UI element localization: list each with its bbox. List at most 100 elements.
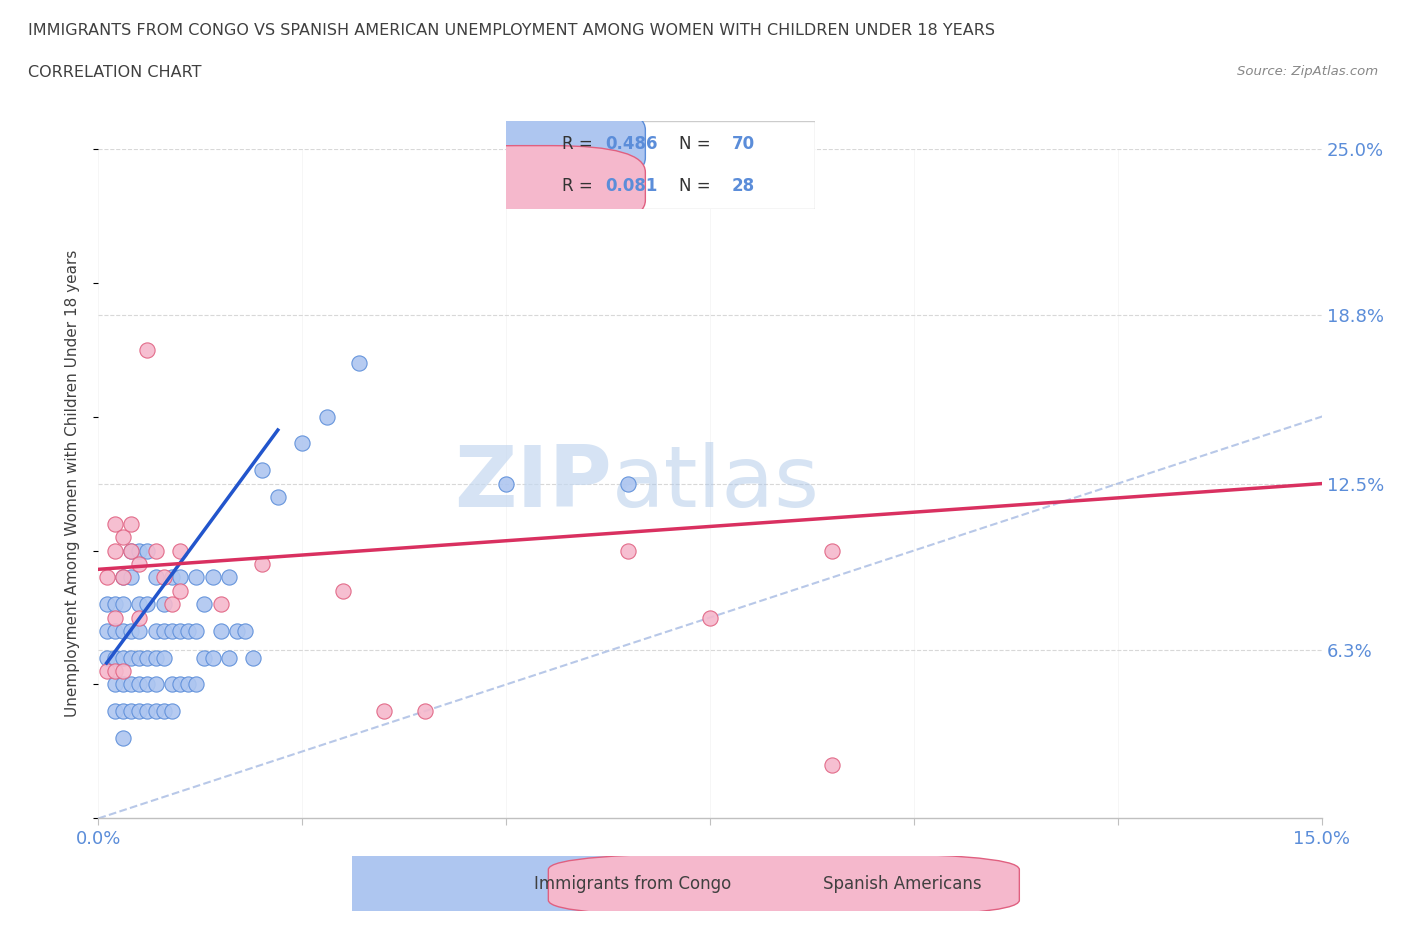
Point: [120, 516, 142, 531]
Point: [821, 543, 844, 558]
FancyBboxPatch shape: [506, 121, 815, 209]
Point: [177, 677, 200, 692]
Point: [128, 650, 150, 665]
Point: [209, 623, 232, 638]
Point: [209, 597, 232, 612]
Point: [111, 570, 134, 585]
Point: [373, 704, 395, 719]
Point: [104, 677, 127, 692]
Point: [145, 623, 167, 638]
Point: [104, 623, 127, 638]
Text: 28: 28: [733, 178, 755, 195]
FancyBboxPatch shape: [260, 853, 731, 917]
Point: [145, 543, 167, 558]
Point: [152, 650, 174, 665]
Point: [495, 476, 517, 491]
Point: [160, 597, 183, 612]
Point: [111, 731, 134, 746]
Point: [160, 623, 183, 638]
Point: [201, 650, 224, 665]
Point: [193, 650, 215, 665]
Point: [120, 543, 142, 558]
Point: [160, 570, 183, 585]
Point: [145, 677, 167, 692]
Point: [128, 677, 150, 692]
Point: [152, 623, 174, 638]
Point: [96, 597, 118, 612]
FancyBboxPatch shape: [423, 146, 645, 227]
Point: [821, 757, 844, 772]
Point: [250, 556, 273, 571]
Point: [152, 704, 174, 719]
Point: [128, 610, 150, 625]
Point: [177, 623, 200, 638]
Text: R =: R =: [562, 135, 598, 153]
Point: [250, 463, 273, 478]
Text: CORRELATION CHART: CORRELATION CHART: [28, 65, 201, 80]
Point: [120, 704, 142, 719]
Text: 70: 70: [733, 135, 755, 153]
Point: [332, 583, 354, 598]
Point: [242, 650, 264, 665]
Point: [152, 597, 174, 612]
Point: [233, 623, 256, 638]
Point: [218, 570, 240, 585]
Point: [128, 597, 150, 612]
Point: [136, 543, 159, 558]
Point: [699, 610, 721, 625]
Text: Spanish Americans: Spanish Americans: [823, 874, 981, 893]
Point: [201, 570, 224, 585]
Point: [160, 704, 183, 719]
Text: atlas: atlas: [612, 442, 820, 525]
Point: [128, 556, 150, 571]
Y-axis label: Unemployment Among Women with Children Under 18 years: Unemployment Among Women with Children U…: [65, 250, 80, 717]
Point: [267, 489, 290, 504]
Point: [111, 664, 134, 679]
Point: [120, 570, 142, 585]
Point: [186, 677, 208, 692]
Text: R =: R =: [562, 178, 598, 195]
Point: [349, 355, 371, 370]
Point: [169, 583, 191, 598]
Point: [315, 409, 337, 424]
Point: [128, 704, 150, 719]
Point: [413, 704, 436, 719]
Text: ZIP: ZIP: [454, 442, 612, 525]
Point: [136, 677, 159, 692]
Text: N =: N =: [679, 135, 716, 153]
Point: [218, 650, 240, 665]
Text: Immigrants from Congo: Immigrants from Congo: [534, 874, 731, 893]
Point: [169, 543, 191, 558]
Point: [186, 623, 208, 638]
Text: 0.081: 0.081: [605, 178, 658, 195]
Text: IMMIGRANTS FROM CONGO VS SPANISH AMERICAN UNEMPLOYMENT AMONG WOMEN WITH CHILDREN: IMMIGRANTS FROM CONGO VS SPANISH AMERICA…: [28, 23, 995, 38]
Point: [136, 704, 159, 719]
Point: [104, 543, 127, 558]
Point: [226, 623, 249, 638]
Point: [128, 543, 150, 558]
Point: [169, 623, 191, 638]
Point: [104, 650, 127, 665]
Point: [160, 677, 183, 692]
Point: [104, 664, 127, 679]
Point: [120, 543, 142, 558]
Text: Source: ZipAtlas.com: Source: ZipAtlas.com: [1237, 65, 1378, 78]
Point: [111, 597, 134, 612]
Point: [111, 677, 134, 692]
Point: [136, 342, 159, 357]
Point: [111, 623, 134, 638]
Point: [145, 570, 167, 585]
FancyBboxPatch shape: [423, 103, 645, 184]
Point: [120, 677, 142, 692]
Point: [186, 570, 208, 585]
Point: [128, 623, 150, 638]
Point: [145, 704, 167, 719]
Point: [111, 650, 134, 665]
Point: [145, 650, 167, 665]
Point: [152, 570, 174, 585]
Point: [617, 476, 640, 491]
Point: [104, 597, 127, 612]
Point: [104, 610, 127, 625]
Text: 0.486: 0.486: [605, 135, 658, 153]
Point: [96, 664, 118, 679]
